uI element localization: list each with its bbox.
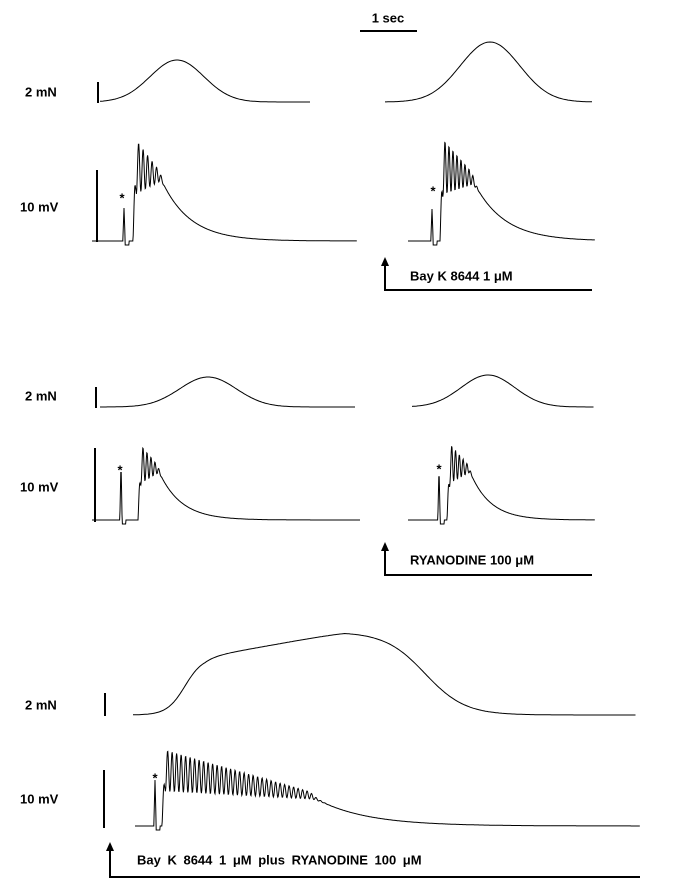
force-trace	[99, 59, 310, 103]
voltage-scale-label: 10 mV	[20, 199, 59, 214]
arrow-head	[381, 542, 389, 551]
drug-label: Bay K 8644 1 μM plus RYANODINE 100 μM	[137, 852, 422, 867]
force-trace	[411, 374, 594, 408]
stimulus-mark: *	[430, 183, 436, 198]
voltage-scale-label: 10 mV	[20, 791, 59, 806]
force-scale-label: 2 mN	[25, 84, 57, 99]
force-trace	[100, 376, 355, 408]
stimulus-mark: *	[119, 190, 125, 205]
force-scale-label: 2 mN	[25, 388, 57, 403]
drug-line	[109, 848, 640, 878]
stimulus-mark: *	[117, 462, 123, 477]
force-trace	[133, 632, 636, 716]
drug-line	[384, 547, 592, 576]
voltage-trace	[408, 141, 595, 246]
voltage-trace	[92, 143, 357, 246]
force-trace	[385, 41, 592, 103]
arrow-head	[106, 842, 114, 851]
drug-label: RYANODINE 100 μM	[410, 552, 534, 567]
drug-label: Bay K 8644 1 μM	[410, 268, 513, 283]
voltage-trace	[135, 750, 640, 831]
stimulus-mark: *	[152, 770, 158, 785]
time-scale-label: 1 sec	[372, 10, 405, 25]
voltage-trace	[408, 446, 595, 525]
arrow-head	[381, 257, 389, 266]
stimulus-mark: *	[436, 461, 442, 476]
voltage-trace	[92, 446, 360, 525]
voltage-scale-label: 10 mV	[20, 479, 59, 494]
drug-line	[384, 262, 592, 291]
force-scale-label: 2 mN	[25, 697, 57, 712]
